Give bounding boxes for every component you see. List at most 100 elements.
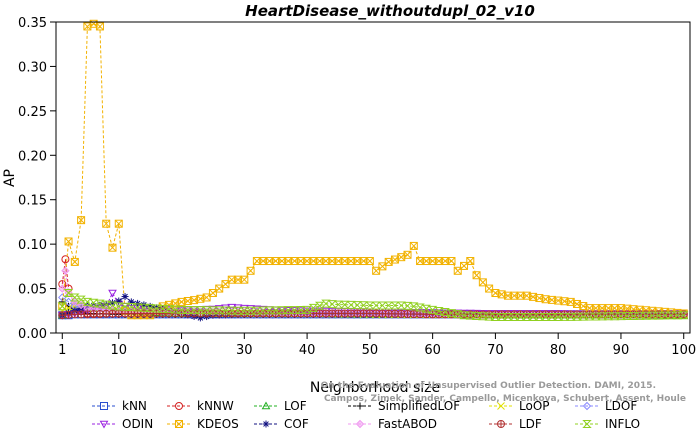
data-point bbox=[377, 301, 388, 310]
x-tick-label: 50 bbox=[362, 343, 379, 358]
data-point bbox=[57, 302, 67, 311]
data-point bbox=[258, 305, 268, 314]
legend-label: ODIN bbox=[122, 417, 153, 431]
data-point bbox=[195, 306, 206, 315]
data-point bbox=[447, 257, 456, 266]
data-point bbox=[515, 313, 526, 322]
legend-item-inflo: INFLO bbox=[575, 417, 640, 431]
chart-title: HeartDisease_withoutdupl_02_v10 bbox=[245, 2, 535, 20]
data-point bbox=[70, 257, 79, 266]
data-point bbox=[120, 302, 130, 311]
data-point bbox=[402, 301, 413, 310]
legend-label: LOF bbox=[284, 399, 307, 413]
data-point bbox=[233, 304, 243, 313]
data-point bbox=[176, 305, 187, 314]
series-line bbox=[61, 292, 684, 318]
data-point bbox=[233, 306, 243, 315]
data-point bbox=[352, 301, 363, 310]
data-point bbox=[365, 257, 374, 266]
data-point bbox=[220, 306, 231, 315]
data-point bbox=[302, 305, 312, 314]
x-axis-title: Neighborhood size bbox=[310, 380, 440, 396]
x-tick-label: 30 bbox=[236, 343, 253, 358]
data-point bbox=[308, 303, 319, 312]
data-point bbox=[616, 312, 626, 321]
data-point bbox=[609, 312, 620, 321]
data-point bbox=[321, 299, 331, 308]
legend-marker bbox=[355, 419, 365, 429]
data-point bbox=[189, 306, 199, 315]
data-point bbox=[358, 301, 369, 310]
x-tick-label: 100 bbox=[671, 343, 696, 358]
data-point bbox=[114, 302, 124, 311]
y-tick-label: 0.05 bbox=[18, 283, 47, 298]
data-point bbox=[540, 313, 551, 322]
data-point bbox=[214, 306, 224, 315]
legend-item-odin: ODIN bbox=[92, 417, 153, 431]
data-point bbox=[283, 306, 293, 315]
data-point bbox=[264, 306, 275, 315]
data-point bbox=[383, 301, 394, 310]
data-point bbox=[145, 304, 155, 313]
legend-label: kNN bbox=[122, 399, 147, 413]
legend-item-knn: kNN bbox=[92, 399, 147, 413]
legend-item-cof: COF bbox=[254, 417, 309, 431]
data-point bbox=[509, 313, 519, 322]
data-point bbox=[201, 306, 212, 315]
legend-item-loop: LoOP bbox=[489, 399, 550, 413]
legend-marker bbox=[582, 401, 592, 411]
y-tick-label: 0.10 bbox=[18, 238, 47, 253]
data-point bbox=[151, 304, 162, 313]
data-point bbox=[427, 305, 438, 314]
credit-line-1: Campos, Zimek, Sander, Campello, Micenko… bbox=[324, 394, 686, 404]
data-point bbox=[409, 302, 419, 311]
legend-label: LDF bbox=[519, 417, 542, 431]
legend-item-ldf: LDF bbox=[489, 417, 542, 431]
legend-label: LDOF bbox=[605, 399, 637, 413]
data-point bbox=[277, 306, 287, 315]
data-point bbox=[484, 312, 494, 321]
data-point bbox=[61, 266, 70, 276]
data-point bbox=[409, 241, 418, 250]
data-point bbox=[245, 306, 256, 315]
data-point bbox=[666, 311, 676, 320]
series-inflo bbox=[57, 289, 689, 322]
x-tick-label: 40 bbox=[299, 343, 316, 358]
data-point bbox=[453, 310, 463, 319]
data-point bbox=[440, 308, 450, 317]
data-point bbox=[183, 305, 193, 314]
series-kdeos bbox=[58, 19, 688, 320]
x-tick-label: 20 bbox=[173, 343, 190, 358]
legend-label: kNNW bbox=[197, 399, 234, 413]
data-point bbox=[622, 312, 632, 321]
data-point bbox=[88, 298, 99, 307]
y-axis-title: AP bbox=[2, 169, 18, 187]
legend-item-kdeos: KDEOS bbox=[167, 417, 239, 431]
data-point bbox=[333, 300, 344, 309]
x-tick-label: 70 bbox=[487, 343, 504, 358]
legend-label: COF bbox=[284, 417, 309, 431]
x-tick-label: 60 bbox=[424, 343, 441, 358]
y-tick-label: 0.25 bbox=[18, 105, 47, 120]
legend-marker bbox=[175, 402, 183, 410]
legend-marker bbox=[261, 401, 271, 410]
y-tick-label: 0.30 bbox=[18, 60, 47, 75]
legend-marker bbox=[99, 420, 109, 429]
credit-line-2: On the Evaluation of Unsupervised Outlie… bbox=[321, 381, 656, 391]
data-point bbox=[95, 22, 104, 31]
data-point bbox=[107, 301, 118, 310]
data-point bbox=[289, 306, 300, 315]
data-point bbox=[346, 300, 356, 309]
x-tick-label: 80 bbox=[550, 343, 567, 358]
legend-marker bbox=[497, 420, 505, 428]
data-point bbox=[559, 312, 570, 321]
data-point bbox=[653, 311, 664, 320]
legend-item-fastabod: FastABOD bbox=[348, 417, 437, 431]
y-tick-label: 0.15 bbox=[18, 194, 47, 209]
data-point bbox=[528, 313, 538, 322]
data-point bbox=[446, 309, 457, 318]
data-point bbox=[641, 311, 651, 320]
data-point bbox=[635, 311, 645, 320]
data-point bbox=[170, 305, 180, 314]
data-point bbox=[679, 311, 689, 320]
